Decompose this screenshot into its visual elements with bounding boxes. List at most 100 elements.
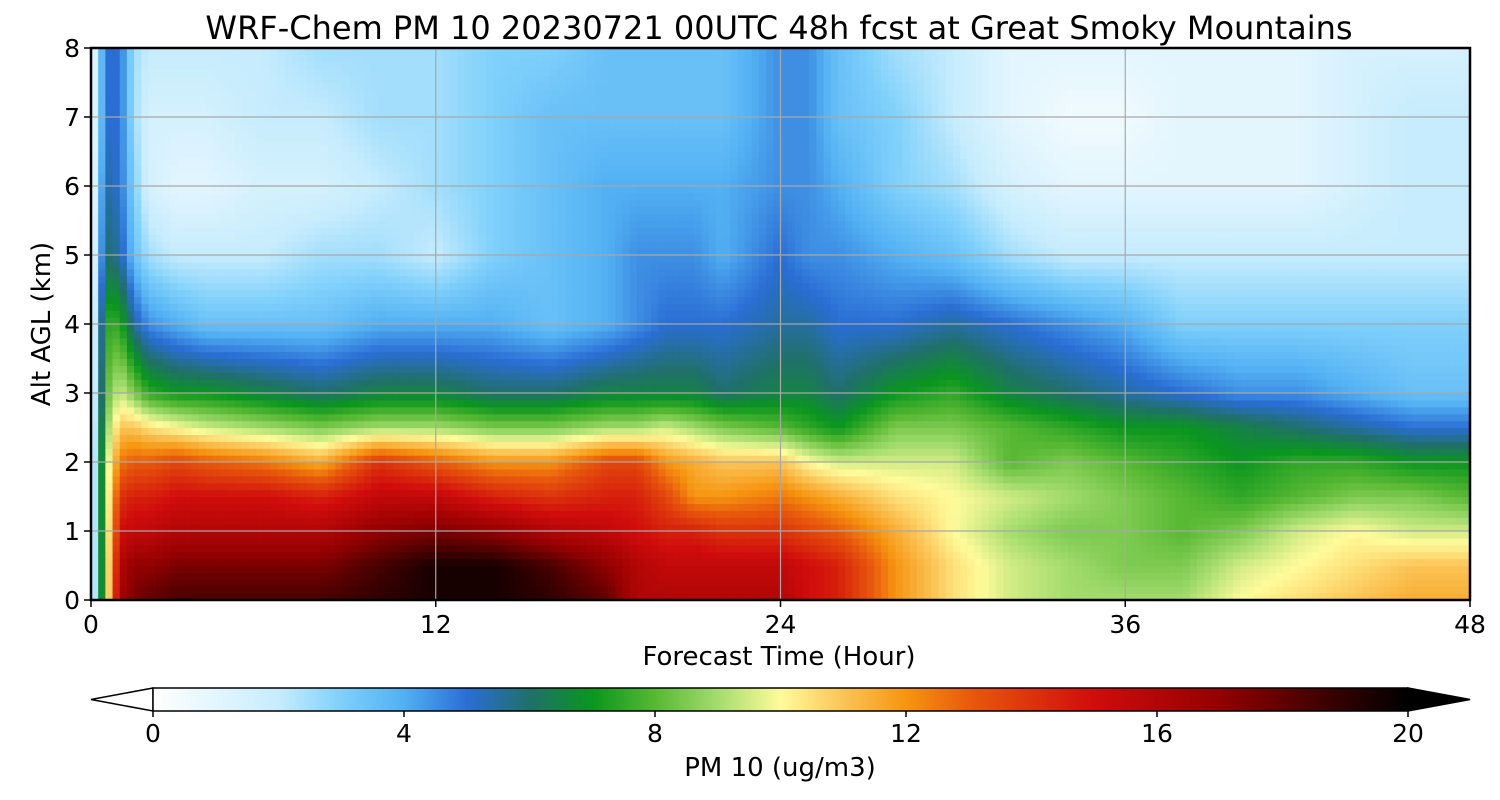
heat-cell [967,434,976,442]
heat-cell [687,462,695,470]
heat-cell [371,427,379,435]
heat-cell [586,586,595,594]
heat-cell [134,544,142,553]
heat-cell [1434,434,1442,442]
heat-cell [464,524,473,532]
heat-cell [708,524,717,532]
heat-cell [514,558,523,567]
heat-cell [442,482,451,491]
heat-cell [170,448,178,456]
heat-cell [644,593,652,601]
heat-cell [184,524,193,532]
heat-cell [945,579,954,587]
heat-cell [1319,537,1327,546]
heat-cell [414,565,422,573]
heat-cell [1031,482,1040,491]
heat-cell [1189,558,1198,567]
heat-cell [1110,510,1119,518]
heat-cell [1283,551,1292,560]
heat-cell [629,482,638,491]
heat-cell [1118,489,1126,498]
heat-cell [342,572,351,580]
heat-cell [363,572,372,580]
heat-cell [687,448,695,456]
heat-cell [1419,496,1428,504]
heat-cell [1039,420,1047,429]
heat-cell [557,503,566,511]
heat-cell [780,593,789,601]
heat-cell [1204,489,1213,498]
heat-cell [1218,586,1227,594]
heat-cell [1434,468,1442,477]
heat-cell [1096,510,1105,518]
heat-cell [1247,579,1256,587]
heat-cell [1067,503,1076,511]
heat-cell [1031,503,1040,511]
heat-cell [292,434,300,442]
heat-cell [1074,544,1083,553]
heat-cell [1276,537,1284,546]
heat-cell [112,427,121,435]
heat-cell [1247,510,1256,518]
heat-cell [1024,489,1033,498]
heat-cell [349,462,358,470]
heat-cell [1125,489,1134,498]
heat-cell [608,524,616,532]
heat-cell [105,510,114,518]
heat-cell [866,482,875,491]
heat-cell [471,510,480,518]
heat-cell [1218,503,1227,511]
heat-cell [205,475,214,484]
heat-cell [938,551,947,560]
heat-cell [428,503,437,511]
heat-cell [1362,489,1371,498]
heat-cell [672,558,681,567]
heat-cell [845,586,853,594]
heat-cell [112,482,121,491]
heat-cell [349,496,358,504]
heat-cell [320,434,329,442]
heat-cell [816,593,825,601]
heat-cell [1412,558,1421,567]
heat-cell [830,496,839,504]
heat-cell [1261,586,1270,594]
heat-cell [701,482,710,491]
heat-cell [629,579,638,587]
heat-cell [1103,468,1112,477]
heat-cell [845,455,853,463]
heat-cell [701,475,710,484]
heat-cell [320,558,329,567]
heat-cell [881,455,889,463]
heat-cell [155,475,164,484]
heat-cell [1441,462,1450,470]
heat-cell [737,544,746,553]
heat-cell [981,531,990,539]
heat-cell [679,420,688,429]
heat-cell [1455,475,1464,484]
heat-cell [550,572,559,580]
heat-cell [644,448,652,456]
heat-cell [866,434,875,442]
heat-cell [241,489,250,498]
heat-cell [450,531,458,539]
heat-cell [478,434,487,442]
heat-cell [1211,524,1220,532]
heat-cell [1161,579,1169,587]
heat-cell [450,572,458,580]
heat-cell [1010,427,1019,435]
heat-cell [636,496,645,504]
heat-cell [1240,551,1248,560]
heat-cell [708,544,717,553]
heat-cell [924,441,932,449]
heat-cell [284,531,293,539]
heat-cell [170,517,178,525]
heat-cell [105,462,114,470]
heat-cell [98,441,106,449]
heat-cell [155,434,164,442]
heat-cell [442,475,451,484]
heat-cell [1283,468,1292,477]
heat-cell [1225,420,1234,429]
heat-cell [529,531,537,539]
heat-cell [170,462,178,470]
heat-cell [766,572,774,580]
